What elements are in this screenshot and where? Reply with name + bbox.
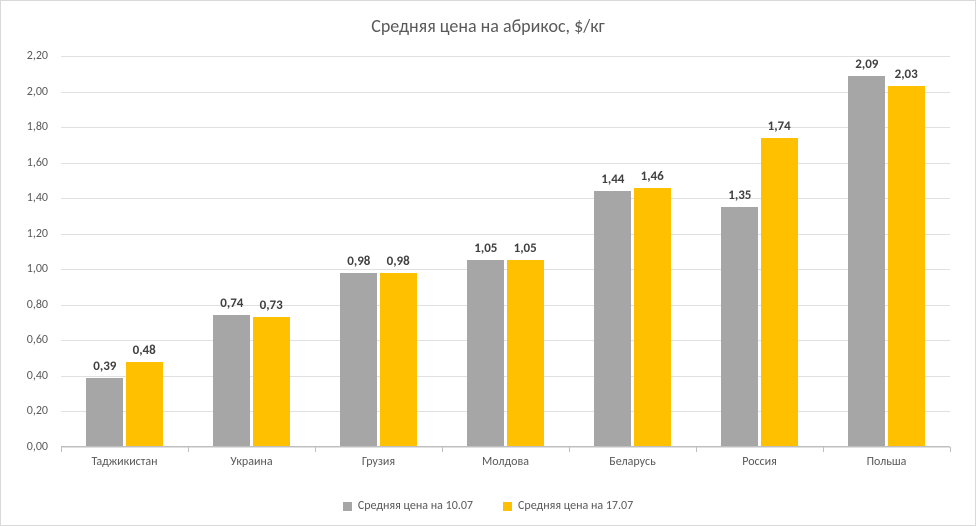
y-tick-label: 1,40 [3, 191, 48, 205]
x-tick-mark [950, 447, 951, 452]
y-tick-label: 1,60 [3, 156, 48, 170]
bar [721, 207, 758, 447]
legend-item: Средняя цена на 17.07 [503, 499, 633, 513]
y-tick-label: 0,00 [3, 440, 48, 454]
bar [467, 260, 504, 447]
y-axis: 0,000,200,400,600,801,001,201,401,601,80… [1, 56, 56, 447]
y-tick-label: 2,20 [3, 49, 48, 63]
x-category-label: Польша [867, 455, 907, 469]
bar-value-label: 1,05 [514, 241, 537, 256]
y-tick-label: 0,60 [3, 333, 48, 347]
x-category-label: Украина [230, 455, 272, 469]
legend-label: Средняя цена на 10.07 [358, 499, 473, 513]
chart-title: Средняя цена на абрикос, $/кг [1, 1, 975, 47]
bar-value-label: 0,98 [347, 254, 370, 269]
x-category-label: Беларусь [609, 455, 655, 469]
bar [126, 362, 163, 447]
bar-value-label: 0,73 [260, 298, 283, 313]
bar-value-label: 1,05 [474, 241, 497, 256]
bar [761, 138, 798, 447]
bar [634, 188, 671, 447]
bar [213, 315, 250, 447]
y-tick-label: 0,20 [3, 404, 48, 418]
bar-value-label: 2,03 [895, 67, 918, 82]
y-tick-label: 1,20 [3, 227, 48, 241]
bar [86, 378, 123, 447]
bar-value-label: 1,35 [728, 188, 751, 203]
y-tick-label: 0,40 [3, 369, 48, 383]
y-tick-label: 2,00 [3, 85, 48, 99]
bar [507, 260, 544, 447]
x-labels: Таджикистан Украина Грузия Молдова Беларусь Р… [61, 455, 950, 477]
x-category-label: Молдова [482, 455, 529, 469]
bar [594, 191, 631, 447]
bar-value-label: 1,46 [641, 169, 664, 184]
x-tick-mark [61, 447, 62, 452]
bars-layer: 0,39 0,48 0,74 0,73 0,98 0,98 1,05 1,05 1,44 1,46… [61, 56, 950, 447]
plot-area: 0,39 0,48 0,74 0,73 0,98 0,98 1,05 1,05 1,44 1,46… [61, 56, 950, 447]
legend-swatch [503, 502, 512, 511]
bar [253, 317, 290, 447]
x-category-label: Таджикистан [91, 455, 157, 469]
x-tick-mark [188, 447, 189, 452]
x-tick-mark [823, 447, 824, 452]
chart-container: Средняя цена на абрикос, $/кг 0,00 0,20 0,… [0, 0, 976, 526]
y-tick-label: 1,80 [3, 120, 48, 134]
bar [888, 86, 925, 447]
bar-value-label: 0,48 [133, 343, 156, 358]
bar-value-label: 0,39 [93, 359, 116, 374]
gridline [61, 447, 950, 448]
bar-value-label: 2,09 [855, 57, 878, 72]
bar [380, 273, 417, 447]
y-tick-label: 1,00 [3, 262, 48, 276]
x-tick-mark [315, 447, 316, 452]
x-category-label: Россия [742, 455, 777, 469]
legend-label: Средняя цена на 17.07 [518, 499, 633, 513]
bar-value-label: 0,98 [387, 254, 410, 269]
y-tick-label: 0,80 [3, 298, 48, 312]
bar [848, 76, 885, 447]
legend-item: Средняя цена на 10.07 [343, 499, 473, 513]
bar-value-label: 1,44 [601, 172, 624, 187]
x-category-label: Грузия [362, 455, 395, 469]
x-tick-mark [569, 447, 570, 452]
x-baseline [61, 446, 950, 447]
bar [340, 273, 377, 447]
legend-swatch [343, 502, 352, 511]
bar-value-label: 0,74 [220, 296, 243, 311]
bar-value-label: 1,74 [768, 119, 791, 134]
x-tick-mark [442, 447, 443, 452]
legend: Средняя цена на 10.07 Средняя цена на 17.… [1, 499, 975, 513]
x-tick-mark [696, 447, 697, 452]
